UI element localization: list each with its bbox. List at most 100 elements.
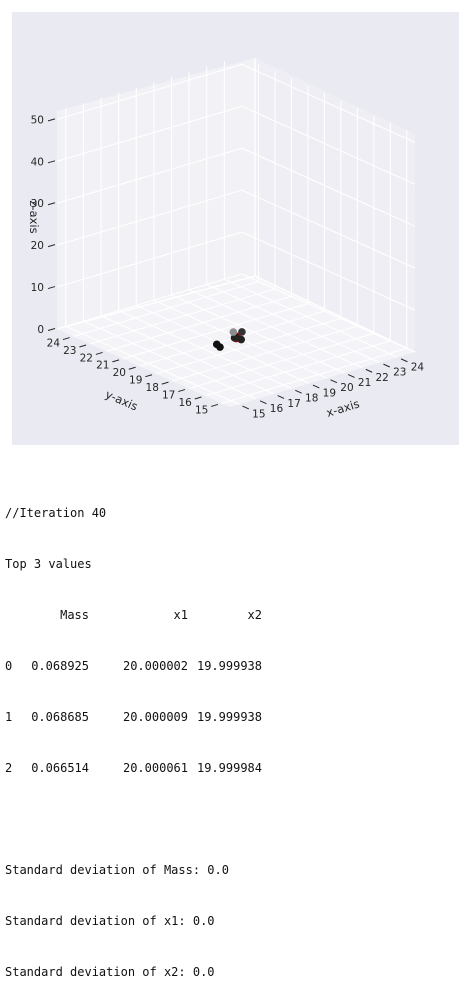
row-mass: 0.066514 bbox=[31, 761, 89, 775]
z-axis-label: z-axis bbox=[27, 200, 41, 233]
x-tick-label: 23 bbox=[393, 367, 406, 379]
floor-grid-line bbox=[224, 278, 398, 358]
floor-grid-line bbox=[100, 315, 275, 395]
left-wall-pane bbox=[57, 58, 255, 329]
row-index: 2 bbox=[5, 761, 13, 775]
scatter-point bbox=[237, 335, 246, 344]
top-values-title: Top 3 values bbox=[5, 557, 92, 571]
x-tick-label: 24 bbox=[411, 361, 425, 373]
y-tick-mark bbox=[161, 381, 169, 385]
wall-grid-line bbox=[56, 105, 416, 185]
table-header-index bbox=[5, 607, 26, 624]
floor-grid-line bbox=[221, 347, 407, 404]
scatter-point bbox=[238, 328, 246, 336]
floor-grid-line bbox=[171, 294, 345, 374]
floor-grid-line bbox=[188, 332, 374, 389]
y-tick-mark bbox=[112, 359, 120, 363]
blank-line bbox=[5, 811, 262, 828]
z-tick-label: 10 bbox=[31, 282, 44, 294]
plot-canvas: 15 16 17 18 19 20 21 22 23 2415161718192021222324… bbox=[12, 12, 459, 445]
floor-grid-line bbox=[172, 325, 358, 382]
z-tick-mark bbox=[47, 160, 56, 164]
row-index: 0 bbox=[5, 659, 13, 673]
table-row: 0 0.068925 20.000002 19.999938 bbox=[5, 658, 262, 675]
x-tick-label: 20 bbox=[340, 382, 353, 394]
y-tick-label: 15 bbox=[195, 404, 208, 416]
floor-grid-line bbox=[83, 320, 257, 400]
floor-grid-line bbox=[73, 280, 259, 337]
wall-grid-line bbox=[56, 63, 416, 143]
y-tick-label: 20 bbox=[113, 367, 126, 379]
y-tick-mark bbox=[211, 403, 219, 407]
x-tick-mark bbox=[330, 379, 338, 384]
row-x1: 20.000061 bbox=[122, 761, 188, 775]
column-header-x1: x1 bbox=[173, 608, 188, 622]
y-tick-label: 17 bbox=[162, 389, 175, 401]
console-output: //Iteration 40 Top 3 values Mass x1 x2 0… bbox=[5, 471, 262, 998]
right-wall-pane bbox=[255, 58, 415, 352]
scatter-point bbox=[216, 343, 224, 351]
floor-grid-line bbox=[136, 304, 310, 384]
floor-grid-line bbox=[65, 325, 240, 405]
z-tick-mark bbox=[47, 286, 56, 290]
wall-grid-line bbox=[56, 273, 416, 353]
floor-grid-line bbox=[122, 303, 309, 360]
x-tick-label: 18 bbox=[305, 393, 318, 405]
table-row: 2 0.066514 20.000061 19.999984 bbox=[5, 760, 262, 777]
y-tick-label: 21 bbox=[96, 360, 109, 372]
wall-grid-line bbox=[56, 147, 416, 227]
z-tick-mark bbox=[47, 118, 56, 122]
x-tick-mark bbox=[312, 384, 320, 389]
x-tick-mark bbox=[383, 363, 390, 368]
wall-grid-line bbox=[56, 189, 416, 269]
y-tick-mark bbox=[178, 389, 186, 393]
y-tick-label: 23 bbox=[63, 345, 76, 357]
std-mass-line: Standard deviation of Mass: 0.0 bbox=[5, 863, 229, 877]
row-index: 1 bbox=[5, 710, 13, 724]
std-x1-line: Standard deviation of x1: 0.0 bbox=[5, 914, 215, 928]
x-tick-mark bbox=[277, 395, 285, 399]
floor-grid-line bbox=[106, 295, 292, 352]
row-x1: 20.000002 bbox=[122, 659, 188, 673]
x-tick-label: 15 bbox=[252, 408, 265, 420]
z-tick-label: 40 bbox=[31, 156, 44, 168]
row-x2: 19.999938 bbox=[196, 659, 262, 673]
x-tick-label: 17 bbox=[287, 398, 300, 410]
floor-grid-line bbox=[205, 340, 391, 397]
column-header-x2: x2 bbox=[247, 608, 262, 622]
y-tick-mark bbox=[62, 337, 70, 341]
z-tick-label: 0 bbox=[37, 324, 44, 336]
row-x1: 20.000009 bbox=[122, 710, 188, 724]
y-tick-label: 16 bbox=[178, 397, 192, 409]
column-header-mass: Mass bbox=[60, 608, 89, 622]
z-tick-mark bbox=[47, 328, 56, 331]
y-tick-mark bbox=[194, 396, 202, 400]
y-tick-mark bbox=[145, 374, 153, 378]
scatter-3d-plot: 15 16 17 18 19 20 21 22 23 24 15 16 17 18 19 20 21 22 23 24… bbox=[12, 12, 459, 445]
floor-grid-line bbox=[155, 318, 342, 375]
z-tick-mark bbox=[47, 202, 56, 206]
iteration-line: //Iteration 40 bbox=[5, 506, 107, 520]
x-tick-mark bbox=[242, 405, 250, 410]
y-tick-label: 19 bbox=[129, 375, 142, 387]
y-tick-mark bbox=[79, 344, 87, 348]
z-tick-mark bbox=[47, 244, 56, 248]
x-tick-mark bbox=[400, 358, 408, 363]
row-mass: 0.068685 bbox=[31, 710, 89, 724]
row-x2: 19.999984 bbox=[196, 761, 262, 775]
row-x2: 19.999938 bbox=[196, 710, 262, 724]
z-tick-label: 30 bbox=[31, 198, 44, 210]
y-tick-label: 24 bbox=[47, 337, 61, 349]
floor-grid-line bbox=[188, 289, 363, 369]
x-tick-label: 19 bbox=[323, 387, 336, 399]
x-tick-mark bbox=[347, 374, 355, 378]
scatter-point bbox=[230, 334, 239, 342]
std-x2-line: Standard deviation of x2: 0.0 bbox=[5, 965, 215, 979]
wall-grid-line bbox=[56, 231, 416, 311]
x-tick-mark bbox=[259, 400, 267, 405]
y-tick-label: 22 bbox=[80, 352, 93, 364]
x-tick-label: 16 bbox=[270, 403, 284, 415]
floor-grid-line bbox=[89, 288, 276, 345]
table-header: Mass x1 x2 bbox=[5, 607, 262, 624]
x-tick-mark bbox=[295, 389, 302, 394]
